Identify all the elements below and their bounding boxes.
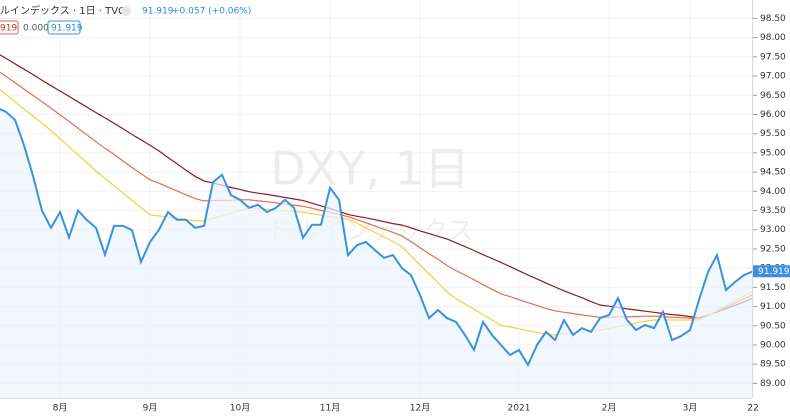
- indicator-box: [0, 20, 19, 35]
- y-tick-label: 90.50: [760, 321, 786, 331]
- y-tick-label: 89.00: [760, 379, 786, 389]
- y-tick-label: 93.00: [760, 225, 786, 235]
- line: [0, 71, 754, 320]
- x-tick-label: 22: [747, 404, 758, 414]
- price-label: 91.919: [758, 267, 790, 277]
- line: [0, 108, 754, 368]
- y-tick-label: 90.00: [760, 340, 786, 350]
- y-tick-label: 97.00: [760, 72, 786, 82]
- symbol-title: ルインデックス · 1日 · TVC: [0, 4, 125, 17]
- y-tick-label: 91.50: [760, 283, 786, 293]
- area: [0, 109, 753, 398]
- indicator-value: 91.919: [51, 24, 83, 34]
- y-tick-label: 93.50: [760, 206, 786, 216]
- plot: [0, 54, 754, 398]
- y-tick-label: 92.50: [760, 244, 786, 254]
- y-tick-label: 89.50: [760, 360, 786, 370]
- indicator-value: 919: [0, 24, 17, 34]
- x-tick-label: 2021: [508, 404, 531, 414]
- price-label-box: [753, 265, 790, 278]
- line: [0, 54, 754, 319]
- x-tick-label: 12月: [410, 403, 430, 414]
- x-tick-label: 9月: [143, 403, 158, 414]
- indicator-value: 0.000: [23, 24, 49, 34]
- x-tick-label: 11月: [320, 403, 340, 414]
- y-tick-label: 98.00: [760, 33, 786, 43]
- y-tick-label: 96.50: [760, 91, 786, 101]
- x-tick-label: 2月: [602, 403, 617, 414]
- axes: 89.0089.5090.0090.5091.0091.5092.0092.50…: [53, 14, 790, 414]
- y-tick-label: 95.00: [760, 148, 786, 158]
- x-tick-label: 10月: [230, 403, 250, 414]
- y-tick-label: 94.00: [760, 187, 786, 197]
- x-tick-label: 3月: [683, 403, 698, 414]
- y-tick-label: 95.50: [760, 129, 786, 139]
- price-change: +0.057 (+0.06%): [172, 7, 251, 17]
- y-tick-label: 98.50: [760, 14, 786, 24]
- y-tick-label: 96.00: [760, 110, 786, 120]
- indicator-box: [47, 20, 81, 35]
- y-tick-label: 91.00: [760, 302, 786, 312]
- icon: [121, 6, 131, 16]
- watermark-title: DXY, 1日: [270, 142, 470, 196]
- y-tick-label: 94.50: [760, 168, 786, 178]
- x-tick-label: 8月: [53, 403, 68, 414]
- y-tick-label: 97.50: [760, 52, 786, 62]
- last-price: 91.919: [142, 7, 174, 17]
